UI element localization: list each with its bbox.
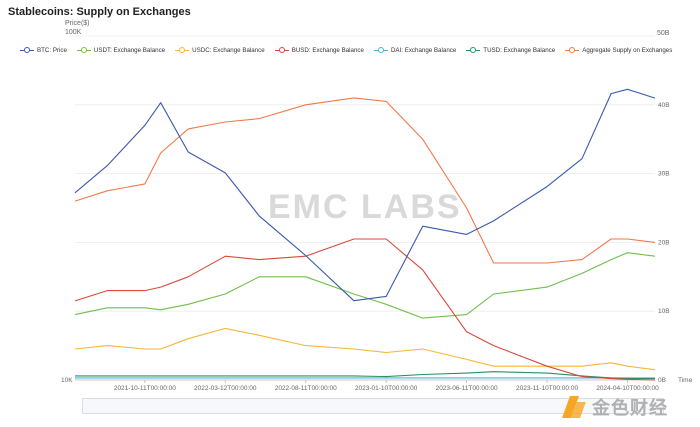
series-line-aggregate-supply-on-exchanges bbox=[74, 97, 656, 264]
y-right-tick: 10B bbox=[658, 308, 670, 315]
chart-legend: BTC: Price USDT: Exchange Balance USDC: … bbox=[20, 44, 672, 56]
legend-label: TUSD: Exchange Balance bbox=[483, 46, 556, 54]
y-right-tick: 20B bbox=[658, 239, 670, 246]
brand-logo: 金色财经 bbox=[560, 393, 690, 421]
legend-item-dai[interactable]: DAI: Exchange Balance bbox=[373, 46, 457, 54]
legend-item-usdt[interactable]: USDT: Exchange Balance bbox=[76, 46, 166, 54]
legend-item-busd[interactable]: BUSD: Exchange Balance bbox=[274, 46, 364, 54]
legend-line-icon bbox=[373, 46, 388, 54]
x-tick-label: 2024-04-10T00:00:00 bbox=[596, 385, 659, 392]
series-line-tusd-exchange-balance bbox=[75, 371, 655, 380]
chart-title: Stablecoins: Supply on Exchanges bbox=[8, 6, 191, 18]
legend-line-icon bbox=[175, 46, 190, 54]
y-right-tick: 40B bbox=[658, 102, 670, 109]
legend-item-btc-price[interactable]: BTC: Price bbox=[20, 46, 67, 54]
legend-label: Aggregate Supply on Exchanges bbox=[582, 46, 673, 54]
legend-label: USDC: Exchange Balance bbox=[192, 46, 265, 54]
series-line-usdt-exchange-balance bbox=[74, 252, 656, 319]
legend-line-icon bbox=[466, 46, 481, 54]
y-left-tick: 10K bbox=[61, 377, 73, 384]
series-line-busd-exchange-balance bbox=[74, 238, 656, 381]
x-tick-label: 2023-01-10T00:00:00 bbox=[355, 385, 418, 392]
x-tick-label: 2021-10-11T00:00:00 bbox=[114, 385, 176, 392]
legend-item-aggregate[interactable]: Aggregate Supply on Exchanges bbox=[565, 46, 672, 54]
legend-label: BTC: Price bbox=[37, 46, 67, 54]
time-range-slider[interactable] bbox=[82, 398, 664, 414]
x-tick-label: 2023-06-11T00:00:00 bbox=[436, 385, 498, 392]
x-axis-label: Time bbox=[678, 377, 693, 384]
x-tick-label: 2023-11-10T00:00:00 bbox=[516, 385, 578, 392]
legend-line-icon bbox=[76, 46, 91, 54]
series-line-usdc-exchange-balance bbox=[74, 327, 656, 371]
legend-label: USDT: Exchange Balance bbox=[93, 46, 166, 54]
legend-label: BUSD: Exchange Balance bbox=[291, 46, 364, 54]
legend-line-icon bbox=[565, 46, 580, 54]
watermark: EMC LABS bbox=[268, 188, 462, 226]
y-left-top-tick: 100K bbox=[65, 29, 82, 36]
x-tick-label: 2022-03-12T00:00:00 bbox=[194, 385, 257, 392]
legend-item-usdc[interactable]: USDC: Exchange Balance bbox=[175, 46, 265, 54]
x-tick-label: 2022-08-11T00:00:00 bbox=[275, 385, 337, 392]
y-right-tick: 0B bbox=[658, 377, 666, 384]
y-right-tick: 30B bbox=[658, 171, 670, 178]
series-line-btc-price bbox=[74, 88, 656, 302]
legend-label: DAI: Exchange Balance bbox=[390, 46, 457, 54]
brand-logo-text: 金色财经 bbox=[592, 398, 668, 418]
brand-logo-icon bbox=[560, 394, 586, 420]
legend-line-icon bbox=[20, 46, 34, 54]
y-left-axis-label: Price($) bbox=[65, 20, 90, 27]
legend-item-tusd[interactable]: TUSD: Exchange Balance bbox=[466, 46, 555, 54]
y-right-top-tick: 50B bbox=[657, 30, 670, 37]
legend-line-icon bbox=[274, 46, 289, 54]
